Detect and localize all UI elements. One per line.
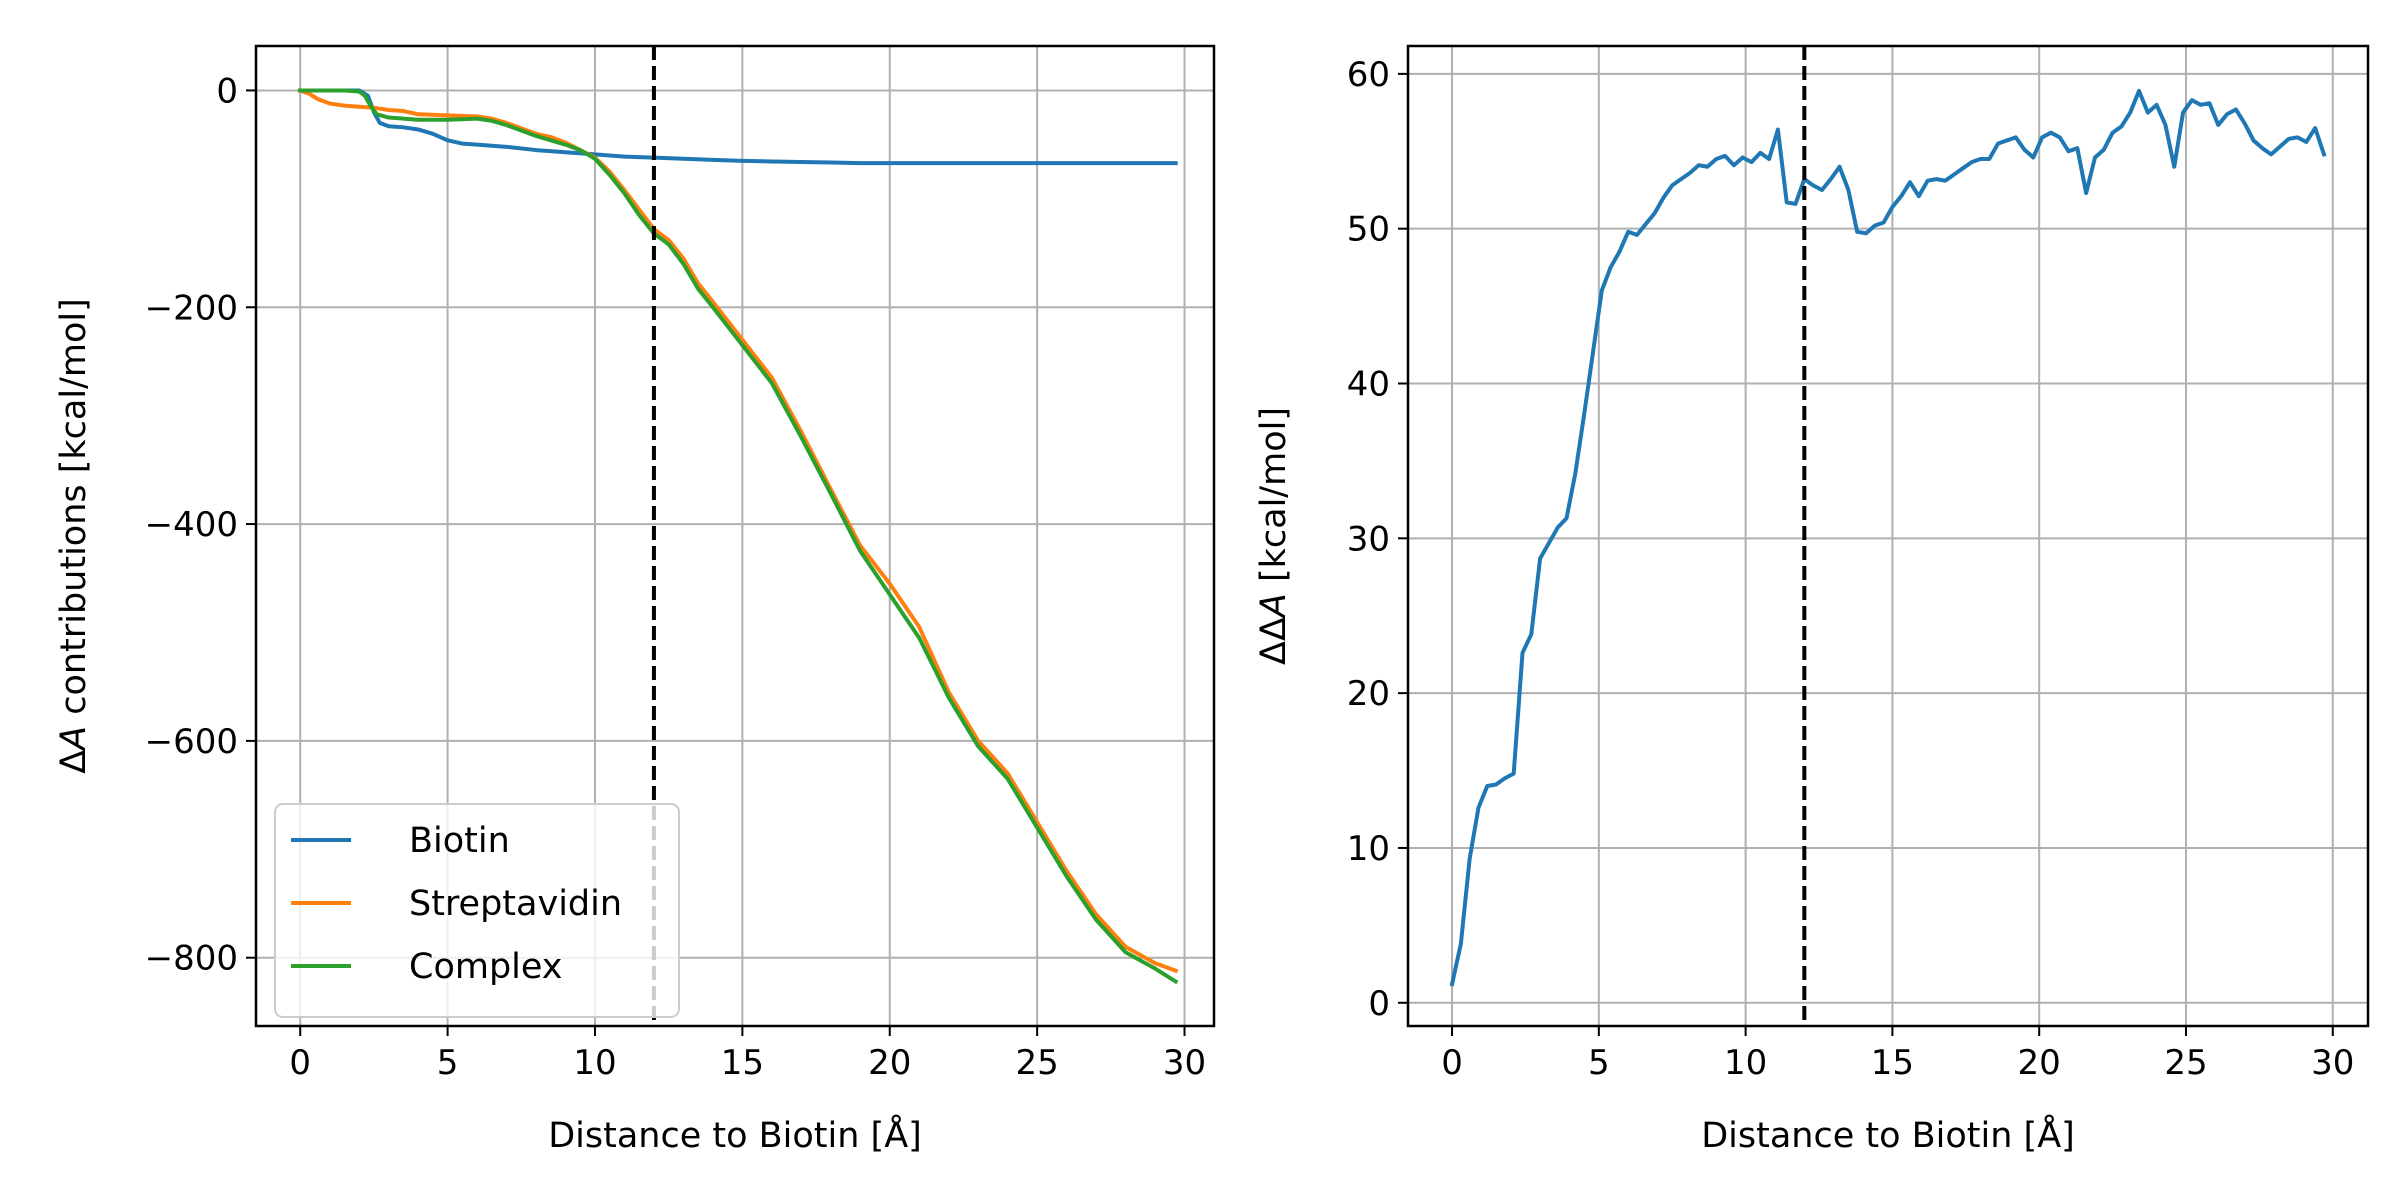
x-axis-label: Distance to Biotin [Å] bbox=[548, 1113, 922, 1156]
axes-frame bbox=[254, 44, 1216, 1028]
x-tick-label: 0 bbox=[1441, 1043, 1463, 1083]
x-tick-label: 15 bbox=[1871, 1043, 1914, 1083]
y-axis-ticks: 0 10 20 30 40 50 60 bbox=[1347, 55, 1408, 1024]
y-axis-label-units: contributions [kcal/mol] bbox=[54, 298, 94, 726]
series-line-streptavidin bbox=[297, 87, 1179, 974]
y-axis-label-variable: A bbox=[1254, 593, 1294, 619]
series-line-series-0 bbox=[1449, 88, 2327, 987]
y-axis-label-delta: Δ bbox=[54, 750, 94, 774]
x-tick-label: 20 bbox=[2018, 1043, 2061, 1083]
y-tick-label: 60 bbox=[1347, 55, 1390, 95]
x-tick-label: 5 bbox=[437, 1043, 459, 1083]
y-axis-label: ΔA contributions [kcal/mol] bbox=[54, 298, 94, 774]
y-tick-label: 10 bbox=[1347, 829, 1390, 869]
legend-label-complex: Complex bbox=[409, 947, 563, 987]
x-tick-label: 20 bbox=[868, 1043, 911, 1083]
x-axis-label: Distance to Biotin [Å] bbox=[1701, 1113, 2075, 1156]
x-axis-ticks: 0 5 10 15 20 25 30 bbox=[289, 1026, 1206, 1083]
left-chart-panel: 0 5 10 15 20 25 30 0 −200 −400 −600 −800 Distance to… bbox=[54, 44, 1216, 1156]
x-tick-label: 5 bbox=[1588, 1043, 1610, 1083]
series-lines bbox=[1449, 88, 2327, 987]
legend-label-streptavidin: Streptavidin bbox=[409, 884, 622, 924]
y-tick-label: −200 bbox=[145, 288, 238, 328]
x-tick-label: 10 bbox=[1724, 1043, 1767, 1083]
y-axis-label-delta: ΔΔ bbox=[1254, 617, 1294, 665]
x-tick-label: 0 bbox=[289, 1043, 311, 1083]
legend-box bbox=[274, 803, 680, 1018]
y-axis-label-variable: A bbox=[54, 726, 94, 752]
x-tick-label: 25 bbox=[2164, 1043, 2207, 1083]
x-tick-label: 30 bbox=[2311, 1043, 2354, 1083]
series-lines bbox=[297, 87, 1179, 985]
x-tick-label: 10 bbox=[573, 1043, 616, 1083]
right-chart-panel: 0 5 10 15 20 25 30 0 10 20 30 40 50 60 Distance to Bio… bbox=[1254, 44, 2370, 1156]
y-tick-label: −600 bbox=[145, 722, 238, 762]
axes-frame bbox=[1406, 44, 2370, 1028]
y-axis-ticks: 0 −200 −400 −600 −800 bbox=[145, 71, 256, 979]
y-tick-label: 30 bbox=[1347, 519, 1390, 559]
y-tick-label: 40 bbox=[1347, 365, 1390, 405]
x-tick-label: 30 bbox=[1163, 1043, 1206, 1083]
y-tick-label: 20 bbox=[1347, 674, 1390, 714]
y-axis-label-units: [kcal/mol] bbox=[1254, 407, 1294, 593]
y-tick-label: −400 bbox=[145, 505, 238, 545]
legend: Biotin Streptavidin Complex bbox=[274, 803, 680, 1018]
y-axis-label: ΔΔA [kcal/mol] bbox=[1254, 407, 1294, 665]
y-tick-label: −800 bbox=[145, 939, 238, 979]
legend-label-biotin: Biotin bbox=[409, 821, 510, 861]
x-tick-label: 25 bbox=[1016, 1043, 1059, 1083]
y-tick-label: 0 bbox=[216, 71, 238, 111]
y-tick-label: 50 bbox=[1347, 210, 1390, 250]
y-tick-label: 0 bbox=[1368, 984, 1390, 1024]
x-axis-ticks: 0 5 10 15 20 25 30 bbox=[1441, 1026, 2354, 1083]
series-line-complex bbox=[298, 88, 1179, 985]
grid-lines bbox=[256, 46, 1214, 1026]
x-tick-label: 15 bbox=[721, 1043, 764, 1083]
grid-lines bbox=[1408, 46, 2368, 1026]
